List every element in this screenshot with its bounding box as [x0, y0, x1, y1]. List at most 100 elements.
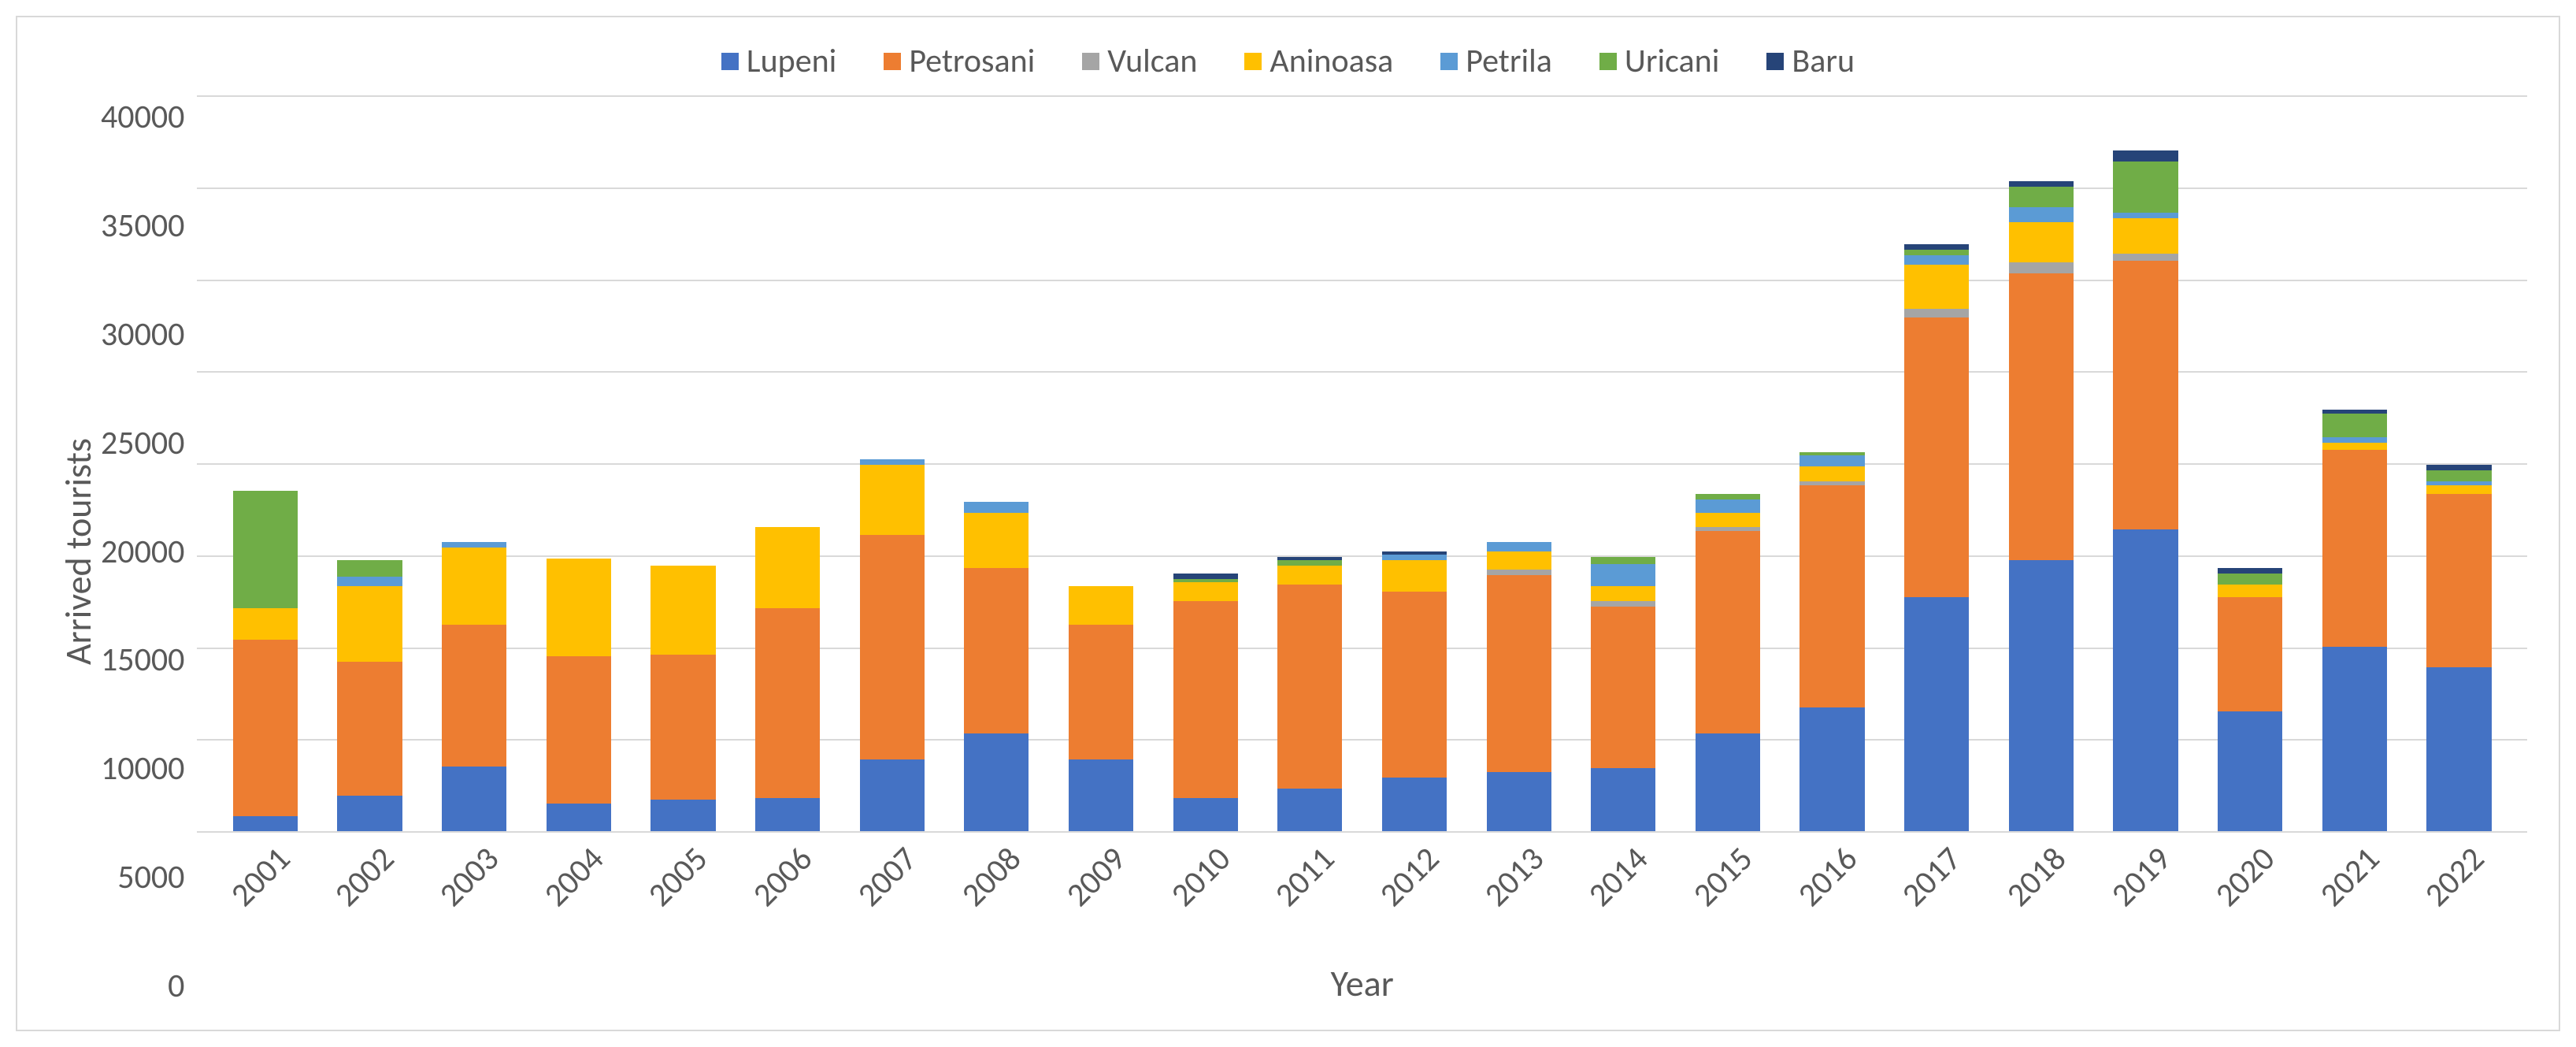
x-tick-label: 2007 — [850, 839, 925, 915]
x-label-slot: 2013 — [1466, 833, 1571, 951]
y-tick-label: 25000 — [101, 423, 184, 463]
bar-segment — [1696, 499, 1760, 512]
stacked-bar — [1173, 574, 1238, 833]
bar-segment — [2322, 414, 2387, 437]
bar-segment — [1069, 586, 1133, 625]
chart-body: Arrived tourists 40000 35000 30000 25000 200… — [49, 97, 2527, 1006]
stacked-bar — [1904, 244, 1969, 833]
x-tick-label: 2018 — [1999, 839, 2074, 915]
x-tick-label: 2020 — [2207, 839, 2283, 915]
bar-segment — [1487, 575, 1551, 772]
x-tick-label: 2002 — [327, 839, 402, 915]
y-tick-label: 40000 — [101, 97, 184, 137]
legend-swatch — [1766, 53, 1784, 70]
x-tick-label: 2008 — [954, 839, 1029, 915]
bar-segment — [1487, 551, 1551, 570]
bar-segment — [2218, 574, 2282, 585]
bar-segment — [2426, 485, 2491, 495]
bar-segment — [2218, 711, 2282, 833]
bar-segment — [1591, 557, 1655, 564]
bar-segment — [1382, 560, 1447, 592]
bar-segment — [2218, 585, 2282, 597]
stacked-bar — [2218, 568, 2282, 833]
bar-slot — [1989, 97, 2094, 833]
bar-slot — [840, 97, 944, 833]
bar-segment — [1277, 789, 1342, 833]
bar-slot — [2093, 97, 2198, 833]
legend-label: Lupeni — [747, 41, 836, 81]
bar-segment — [1173, 582, 1238, 600]
bar-slot — [1885, 97, 1989, 833]
x-tick-label: 2015 — [1685, 839, 1761, 915]
stacked-bar — [860, 459, 925, 833]
x-label-slot: 2017 — [1885, 833, 1989, 951]
bar-segment — [2426, 465, 2491, 470]
x-tick-label: 2006 — [745, 839, 821, 915]
bar-segment — [442, 548, 506, 625]
x-label-slot: 2022 — [2407, 833, 2511, 951]
stacked-bar — [2322, 410, 2387, 833]
bar-slot — [1258, 97, 1362, 833]
bar-slot — [2303, 97, 2407, 833]
bar-slot — [631, 97, 736, 833]
bar-segment — [1382, 778, 1447, 833]
y-tick-label: 5000 — [117, 857, 184, 897]
legend-item: Vulcan — [1082, 41, 1197, 81]
legend-swatch — [1599, 53, 1617, 70]
bar-slot — [213, 97, 317, 833]
bar-segment — [964, 513, 1029, 568]
x-tick-label: 2009 — [1058, 839, 1134, 915]
bar-segment — [1277, 560, 1342, 566]
bar-slot — [944, 97, 1049, 833]
bar-segment — [964, 568, 1029, 733]
stacked-bar — [233, 491, 298, 833]
y-tick-label: 20000 — [101, 532, 184, 572]
bar-segment — [860, 759, 925, 833]
bar-segment — [1487, 542, 1551, 551]
legend-swatch — [884, 53, 901, 70]
bar-segment — [964, 733, 1029, 833]
legend-label: Petrosani — [909, 41, 1035, 81]
bar-segment — [1487, 772, 1551, 833]
bar-slot — [736, 97, 840, 833]
bar-segment — [2009, 207, 2074, 222]
y-tick-label: 30000 — [101, 314, 184, 355]
bar-segment — [1799, 707, 1864, 833]
legend-swatch — [1244, 53, 1262, 70]
bar-segment — [1487, 570, 1551, 575]
stacked-bar — [1382, 551, 1447, 833]
legend-item: Baru — [1766, 41, 1855, 81]
bar-segment — [337, 560, 402, 577]
stacked-bar — [964, 502, 1029, 833]
bar-segment — [442, 767, 506, 833]
legend-swatch — [1082, 53, 1099, 70]
x-label-slot: 2021 — [2303, 833, 2407, 951]
legend-swatch — [721, 53, 739, 70]
legend-label: Petrila — [1466, 41, 1552, 81]
x-label-slot: 2010 — [1153, 833, 1258, 951]
x-tick-label: 2019 — [2103, 839, 2178, 915]
y-tick-label: 35000 — [101, 206, 184, 246]
bar-segment — [233, 608, 298, 640]
legend-label: Vulcan — [1107, 41, 1197, 81]
bar-segment — [1904, 244, 1969, 250]
bar-segment — [1696, 513, 1760, 528]
bar-segment — [1696, 531, 1760, 733]
bar-segment — [2113, 218, 2178, 253]
bar-slot — [422, 97, 527, 833]
stacked-bar — [2113, 150, 2178, 833]
x-axis-labels: 2001200220032004200520062007200820092010… — [197, 833, 2527, 951]
x-tick-label: 2017 — [1894, 839, 1970, 915]
bar-segment — [755, 527, 820, 608]
bar-slot — [2407, 97, 2511, 833]
bar-segment — [1591, 768, 1655, 833]
bar-segment — [2113, 162, 2178, 213]
bar-segment — [337, 577, 402, 586]
y-axis-title: Arrived tourists — [49, 97, 101, 1006]
legend-item: Uricani — [1599, 41, 1719, 81]
bar-segment — [860, 535, 925, 759]
bars-row — [197, 97, 2527, 833]
legend-label: Baru — [1792, 41, 1855, 81]
stacked-bar — [755, 527, 820, 833]
x-label-slot: 2006 — [736, 833, 840, 951]
